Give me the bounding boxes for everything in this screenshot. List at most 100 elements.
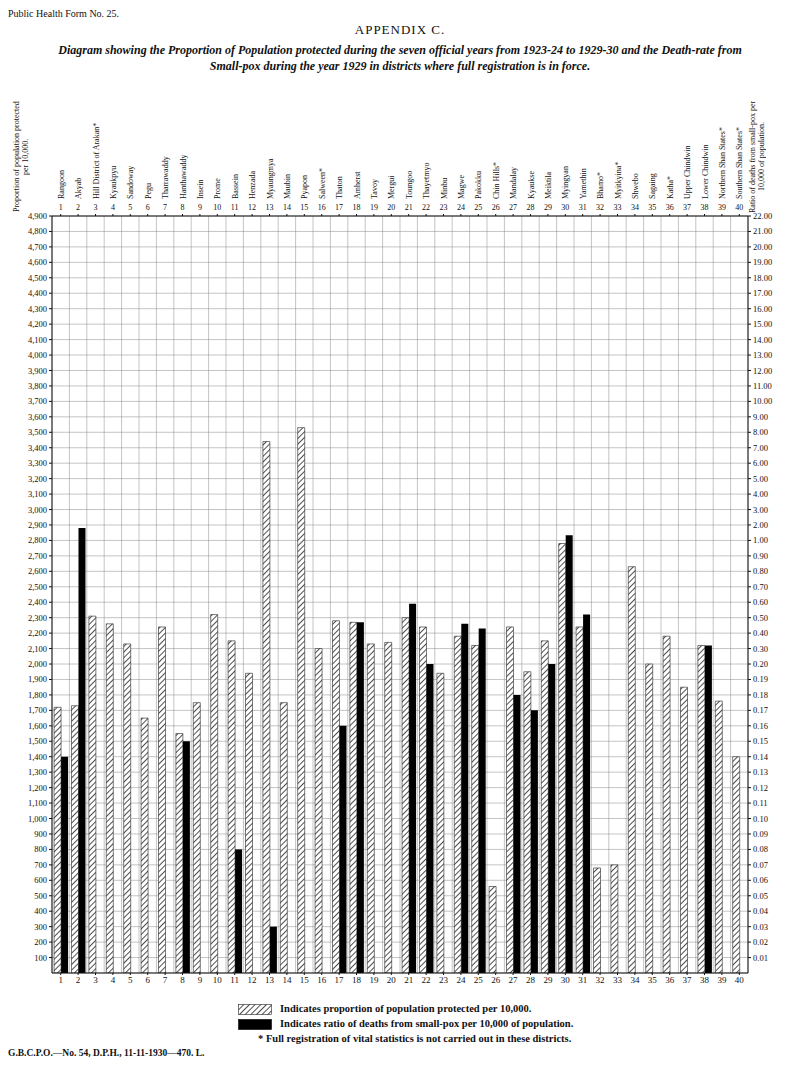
svg-text:29: 29 — [544, 203, 552, 212]
svg-text:22: 22 — [422, 203, 430, 212]
svg-text:3,000: 3,000 — [28, 505, 47, 515]
svg-text:Tavoy: Tavoy — [370, 179, 379, 199]
svg-text:14.00: 14.00 — [753, 335, 772, 345]
svg-text:3,700: 3,700 — [28, 396, 47, 406]
svg-text:0.03: 0.03 — [753, 922, 768, 932]
svg-text:Upper Chindwin: Upper Chindwin — [683, 145, 692, 199]
svg-text:32: 32 — [596, 975, 605, 985]
svg-text:30: 30 — [561, 975, 571, 985]
svg-text:19.00: 19.00 — [753, 257, 772, 267]
svg-text:0.60: 0.60 — [753, 597, 768, 607]
svg-text:2,800: 2,800 — [28, 535, 47, 545]
svg-text:700: 700 — [34, 860, 47, 870]
svg-text:1: 1 — [59, 203, 63, 212]
svg-text:27: 27 — [509, 203, 517, 212]
svg-text:0.90: 0.90 — [753, 551, 768, 561]
svg-text:28: 28 — [526, 975, 536, 985]
svg-text:0.10: 0.10 — [753, 814, 768, 824]
svg-text:4,100: 4,100 — [28, 335, 47, 345]
svg-text:4,900: 4,900 — [28, 211, 47, 221]
svg-text:8: 8 — [181, 203, 185, 212]
svg-text:Mergui: Mergui — [387, 175, 396, 199]
svg-text:Yamethin: Yamethin — [579, 168, 588, 199]
svg-text:7: 7 — [163, 975, 168, 985]
svg-text:31: 31 — [579, 203, 587, 212]
svg-text:Maubin: Maubin — [283, 174, 292, 199]
svg-text:10.00: 10.00 — [753, 396, 772, 406]
svg-text:0.40: 0.40 — [753, 628, 768, 638]
svg-text:4,800: 4,800 — [28, 226, 47, 236]
svg-text:Hanthawaddy: Hanthawaddy — [179, 155, 188, 199]
svg-text:4,400: 4,400 — [28, 288, 47, 298]
svg-text:1.00: 1.00 — [753, 535, 768, 545]
svg-text:6.00: 6.00 — [753, 458, 768, 468]
svg-text:2,700: 2,700 — [28, 551, 47, 561]
svg-text:300: 300 — [34, 922, 47, 932]
svg-text:16: 16 — [318, 203, 326, 212]
svg-text:16: 16 — [317, 975, 327, 985]
svg-text:40: 40 — [735, 975, 745, 985]
svg-text:1,000: 1,000 — [28, 814, 47, 824]
svg-text:Prome: Prome — [213, 178, 222, 199]
svg-text:9.00: 9.00 — [753, 412, 768, 422]
svg-text:35: 35 — [648, 975, 658, 985]
svg-text:29: 29 — [543, 975, 553, 985]
svg-text:Tharrawaddy: Tharrawaddy — [161, 156, 170, 199]
svg-text:Sagaing: Sagaing — [648, 173, 657, 199]
svg-text:500: 500 — [34, 891, 47, 901]
svg-text:23: 23 — [440, 203, 448, 212]
svg-text:Bassein: Bassein — [231, 174, 240, 199]
svg-text:33: 33 — [613, 975, 623, 985]
svg-text:23: 23 — [439, 975, 449, 985]
svg-text:26: 26 — [491, 975, 501, 985]
svg-text:Myingyan: Myingyan — [561, 166, 570, 199]
svg-text:0.08: 0.08 — [753, 844, 768, 854]
svg-text:30: 30 — [561, 203, 569, 212]
svg-text:11: 11 — [230, 975, 239, 985]
svg-text:Myitkyina*: Myitkyina* — [614, 162, 623, 199]
svg-text:Minbu: Minbu — [440, 178, 449, 199]
svg-text:0.16: 0.16 — [753, 721, 768, 731]
svg-text:10: 10 — [213, 975, 223, 985]
svg-text:4,300: 4,300 — [28, 304, 47, 314]
svg-text:0.05: 0.05 — [753, 891, 768, 901]
svg-text:0.20: 0.20 — [753, 659, 768, 669]
svg-text:7: 7 — [163, 203, 167, 212]
svg-text:25: 25 — [474, 975, 484, 985]
svg-text:19: 19 — [369, 975, 379, 985]
svg-text:4,000: 4,000 — [28, 350, 47, 360]
svg-text:Akyab: Akyab — [74, 178, 83, 199]
svg-text:Toungoo: Toungoo — [405, 171, 414, 199]
svg-text:0.70: 0.70 — [753, 582, 768, 592]
svg-text:22: 22 — [422, 975, 431, 985]
svg-text:3: 3 — [94, 203, 98, 212]
svg-text:1,600: 1,600 — [28, 721, 47, 731]
svg-text:0.19: 0.19 — [753, 674, 768, 684]
svg-text:19: 19 — [370, 203, 378, 212]
svg-text:0.30: 0.30 — [753, 644, 768, 654]
svg-text:1,700: 1,700 — [28, 705, 47, 715]
svg-text:2,200: 2,200 — [28, 628, 47, 638]
svg-text:400: 400 — [34, 906, 47, 916]
svg-text:16.00: 16.00 — [753, 304, 772, 314]
svg-text:4.00: 4.00 — [753, 489, 768, 499]
svg-text:35: 35 — [648, 203, 656, 212]
svg-text:7.00: 7.00 — [753, 443, 768, 453]
svg-text:0.14: 0.14 — [753, 752, 769, 762]
svg-text:Southern Shan States*: Southern Shan States* — [735, 127, 744, 199]
svg-text:39: 39 — [717, 975, 727, 985]
svg-text:Chin Hills*: Chin Hills* — [492, 162, 501, 199]
svg-text:2,100: 2,100 — [28, 644, 47, 654]
svg-text:Thaton: Thaton — [335, 176, 344, 199]
svg-text:27: 27 — [509, 975, 519, 985]
svg-text:31: 31 — [578, 975, 587, 985]
svg-text:20.00: 20.00 — [753, 242, 772, 252]
svg-text:8: 8 — [180, 975, 185, 985]
svg-text:18: 18 — [352, 975, 362, 985]
svg-text:0.01: 0.01 — [753, 953, 768, 963]
svg-text:Shwebo: Shwebo — [631, 173, 640, 199]
svg-text:4,700: 4,700 — [28, 242, 47, 252]
svg-text:37: 37 — [683, 975, 693, 985]
svg-text:15.00: 15.00 — [753, 319, 772, 329]
svg-text:Magwe: Magwe — [457, 175, 466, 199]
